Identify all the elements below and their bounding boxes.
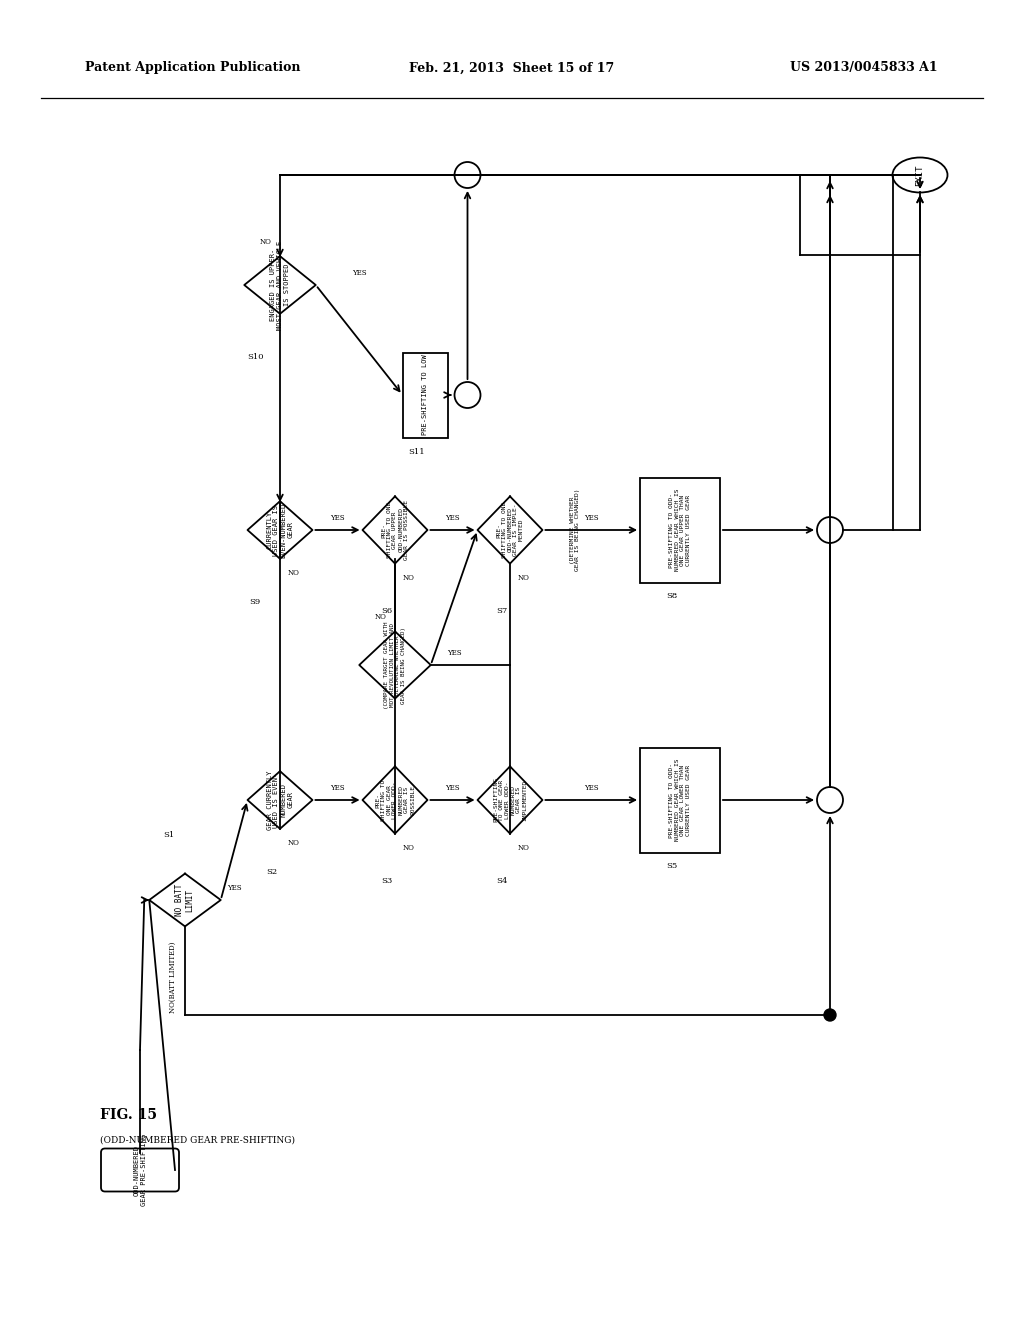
Text: YES: YES bbox=[226, 884, 242, 892]
Bar bbox=[640, 747, 720, 853]
Text: PRE-
SHIFTING TO ONE
ODD-NUMBERED
GEAR IS IMPLE-
MENTED: PRE- SHIFTING TO ONE ODD-NUMBERED GEAR I… bbox=[496, 502, 524, 558]
Bar bbox=[402, 352, 447, 437]
Text: S5: S5 bbox=[667, 862, 678, 870]
Text: S1: S1 bbox=[164, 832, 175, 840]
Text: NO: NO bbox=[403, 843, 415, 851]
Text: YES: YES bbox=[446, 649, 462, 657]
Text: NO: NO bbox=[260, 238, 272, 247]
Text: YES: YES bbox=[584, 513, 599, 521]
Text: PRE-SHIFTING TO ODD-
NUMBERED GEAR WHICH IS
ONE GEAR UPPER THAN
CURRENTLY USED G: PRE-SHIFTING TO ODD- NUMBERED GEAR WHICH… bbox=[669, 488, 691, 572]
Text: NO: NO bbox=[518, 574, 529, 582]
Text: US 2013/0045833 A1: US 2013/0045833 A1 bbox=[790, 62, 938, 74]
Text: CURRENTLY
USED GEAR IS
EVEN-NUMBERED
GEAR: CURRENTLY USED GEAR IS EVEN-NUMBERED GEA… bbox=[266, 503, 294, 557]
Text: NO(BATT LIMITED): NO(BATT LIMITED) bbox=[169, 941, 177, 1012]
Circle shape bbox=[824, 1008, 836, 1020]
Text: Patent Application Publication: Patent Application Publication bbox=[85, 62, 300, 74]
Text: FIG. 15: FIG. 15 bbox=[100, 1107, 157, 1122]
Text: (DETERMINE WHETHER
GEAR IS BEING CHANGED): (DETERMINE WHETHER GEAR IS BEING CHANGED… bbox=[569, 488, 581, 572]
Text: NO: NO bbox=[518, 843, 529, 851]
Text: NO BATT
LIMIT: NO BATT LIMIT bbox=[175, 884, 195, 916]
Text: S8: S8 bbox=[667, 593, 678, 601]
Text: YES: YES bbox=[445, 513, 460, 521]
Text: PRE-SHIFTING TO ODD-
NUMBERED GEAR WHICH IS
ONE GEAR LOWER THAN
CURRENTLY USED G: PRE-SHIFTING TO ODD- NUMBERED GEAR WHICH… bbox=[669, 759, 691, 841]
Text: NO: NO bbox=[288, 838, 300, 847]
Text: YES: YES bbox=[352, 269, 367, 277]
Text: S11: S11 bbox=[409, 447, 425, 455]
Text: NO: NO bbox=[375, 614, 387, 622]
Text: YES: YES bbox=[330, 513, 345, 521]
Text: EXIT: EXIT bbox=[915, 164, 925, 186]
Text: PRE-
SHIFTING TO
ONE GEAR
LOWER ODD-
NUMBERED
GEAR IS
POSSIBLE: PRE- SHIFTING TO ONE GEAR LOWER ODD- NUM… bbox=[375, 779, 415, 821]
Text: YES: YES bbox=[445, 784, 460, 792]
Text: (COMPARE TARGET GEAR WITH
MOT REVOLUTION LIMIT AND
DETERMINE WHETHER
GEAR IS BEI: (COMPARE TARGET GEAR WITH MOT REVOLUTION… bbox=[384, 622, 407, 709]
Text: S9: S9 bbox=[250, 598, 261, 606]
Bar bbox=[640, 478, 720, 582]
Text: S6: S6 bbox=[381, 607, 392, 615]
Text: Feb. 21, 2013  Sheet 15 of 17: Feb. 21, 2013 Sheet 15 of 17 bbox=[410, 62, 614, 74]
Text: GEAR CURRENTLY
USED IS EVEN-
NUMBERED
GEAR: GEAR CURRENTLY USED IS EVEN- NUMBERED GE… bbox=[266, 771, 294, 830]
Text: S10: S10 bbox=[247, 352, 263, 360]
Text: YES: YES bbox=[584, 784, 599, 792]
Text: S3: S3 bbox=[381, 878, 392, 886]
Text: NO: NO bbox=[403, 574, 415, 582]
Text: S4: S4 bbox=[497, 878, 508, 886]
Text: PRE-SHIFTING TO LOW: PRE-SHIFTING TO LOW bbox=[422, 355, 428, 436]
Text: ODD-NUMBERED
GEAR PRE-SHIFTING: ODD-NUMBERED GEAR PRE-SHIFTING bbox=[133, 1134, 146, 1206]
Text: ENGAGED IS UPPER-
MOST GEAR AND VEHICLE
IS STOPPED: ENGAGED IS UPPER- MOST GEAR AND VEHICLE … bbox=[270, 240, 290, 330]
Text: PRE-
SHIFTING TO ONE
GEAR UPPER
ODD-NUMBERED
GEAR IS POSSIBLE: PRE- SHIFTING TO ONE GEAR UPPER ODD-NUMB… bbox=[381, 500, 410, 560]
Text: NO: NO bbox=[288, 569, 300, 577]
Text: S7: S7 bbox=[497, 607, 508, 615]
Text: (ODD-NUMBERED GEAR PRE-SHIFTING): (ODD-NUMBERED GEAR PRE-SHIFTING) bbox=[100, 1135, 295, 1144]
Text: S2: S2 bbox=[266, 867, 278, 875]
Text: YES: YES bbox=[330, 784, 345, 792]
Text: PRE-SHIFTING
TO ONE GEAR
LOWER ODD-
NUMBERED
GEAR IS
IMPLEMENTED: PRE-SHIFTING TO ONE GEAR LOWER ODD- NUMB… bbox=[493, 777, 527, 822]
